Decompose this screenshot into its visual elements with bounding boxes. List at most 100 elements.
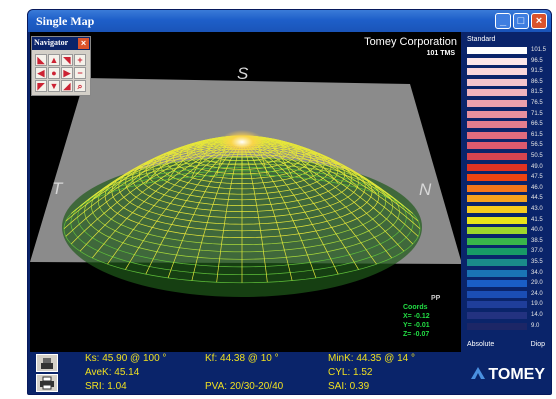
print-button[interactable] — [36, 374, 58, 392]
pan-down-icon[interactable]: ▼ — [48, 80, 60, 92]
scale-value: 66.5 — [531, 121, 543, 128]
corneal-mesh — [30, 78, 461, 297]
scale-value: 71.5 — [531, 110, 543, 117]
color-scale-panel: Standard 101.5 96.5 91.5 86.5 81.5 76.5 71.5 66… — [461, 32, 551, 352]
mink-value: MinK: 44.35 @ 14 ° — [328, 353, 415, 364]
scale-swatch — [467, 153, 527, 160]
brand-mark-icon — [471, 367, 486, 379]
scale-value: 37.0 — [531, 248, 543, 255]
navigator-header: Navigator × — [32, 37, 90, 50]
scale-value: 61.5 — [531, 131, 543, 138]
scale-swatch — [467, 206, 527, 213]
scale-swatch — [467, 78, 527, 86]
scale-swatch — [467, 47, 527, 54]
scale-swatch — [467, 163, 527, 171]
scale-swatch — [467, 131, 527, 139]
scale-value: 19.0 — [531, 301, 543, 308]
device-model: 101 TMS — [426, 50, 455, 57]
zoom-in-icon[interactable]: + — [74, 54, 86, 66]
scale-swatch — [467, 110, 527, 118]
scale-swatch — [467, 227, 527, 235]
scale-swatch — [467, 269, 527, 277]
scale-type-label[interactable]: Standard — [467, 36, 496, 43]
minimize-button[interactable]: _ — [495, 13, 511, 29]
sri-value: SRI: 1.04 — [85, 381, 127, 392]
scale-swatch — [467, 259, 527, 266]
indices-bar: Ks: 45.90 @ 100 ° Kf: 44.38 @ 10 ° MinK:… — [28, 352, 551, 394]
maximize-button[interactable]: □ — [513, 13, 529, 29]
scale-swatch — [467, 89, 527, 97]
scale-value: 76.5 — [531, 100, 543, 106]
scale-value: 91.5 — [531, 68, 543, 75]
scale-value: 9.0 — [531, 322, 540, 329]
avek-value: AveK: 45.14 — [85, 367, 140, 378]
rotate-right-icon[interactable]: ◥ — [61, 54, 73, 66]
kf-value: Kf: 44.38 @ 10 ° — [205, 353, 279, 364]
scale-swatch — [467, 322, 527, 330]
scale-swatch — [467, 216, 527, 224]
scale-value: 40.0 — [531, 227, 543, 234]
window-title: Single Map — [36, 14, 95, 28]
tilt-left-icon[interactable]: ◤ — [35, 80, 47, 92]
scale-swatch — [467, 237, 527, 245]
scale-swatch — [467, 301, 527, 309]
rotate-left-icon[interactable]: ◣ — [35, 54, 47, 66]
scale-value: 14.0 — [531, 312, 543, 318]
scale-swatch — [467, 184, 527, 192]
readout-z: Z= -0.07 — [403, 331, 430, 338]
scale-swatch — [467, 121, 527, 129]
navigator-panel: Navigator × ◣ ▲ ◥ + ◀ ● ▶ − ◤ ▼ ◢ ⌕ — [31, 36, 91, 96]
reset-view-icon[interactable]: ● — [48, 67, 60, 79]
zoom-out-icon[interactable]: − — [74, 67, 86, 79]
scale-value: 86.5 — [531, 78, 543, 85]
magnify-icon[interactable]: ⌕ — [74, 80, 86, 92]
scanner-icon — [41, 358, 53, 369]
scale-swatch — [467, 290, 527, 298]
pan-right-icon[interactable]: ▶ — [61, 67, 73, 79]
scale-value: 43.0 — [531, 206, 543, 212]
cyl-value: CYL: 1.52 — [328, 367, 373, 378]
scale-mode-label[interactable]: Absolute — [467, 341, 495, 348]
topography-map-view[interactable]: Navigator × ◣ ▲ ◥ + ◀ ● ▶ − ◤ ▼ ◢ ⌕ Tome… — [30, 32, 461, 352]
pva-value: PVA: 20/30-20/40 — [205, 381, 284, 392]
cursor-readout: PP Coords X= -0.12 Y= -0.01 Z= -0.07 — [403, 294, 440, 339]
scale-value: 35.5 — [531, 259, 543, 265]
navigator-close-icon[interactable]: × — [78, 38, 89, 49]
scale-swatch — [467, 100, 527, 107]
scale-value: 50.5 — [531, 153, 543, 159]
scale-swatch — [467, 57, 527, 65]
readout-pp: PP — [431, 295, 441, 302]
scale-value: 38.5 — [531, 237, 543, 244]
direction-temporal: T — [52, 179, 63, 198]
scale-value: 96.5 — [531, 57, 543, 64]
scanner-button[interactable] — [36, 354, 58, 372]
company-name: Tomey Corporation — [364, 36, 457, 48]
scale-swatch — [467, 174, 527, 182]
pan-up-icon[interactable]: ▲ — [48, 54, 60, 66]
readout-x: X= -0.12 — [403, 313, 430, 320]
brand-name: TOMEY — [488, 366, 545, 383]
scale-swatch — [467, 248, 527, 256]
app-window: Single Map _ □ × Navigator × ◣ ▲ ◥ + ◀ ●… — [27, 9, 552, 395]
scale-value: 56.5 — [531, 142, 543, 149]
pan-left-icon[interactable]: ◀ — [35, 67, 47, 79]
close-button[interactable]: × — [531, 13, 547, 29]
scale-display-label[interactable]: Diop — [530, 341, 545, 348]
tilt-right-icon[interactable]: ◢ — [61, 80, 73, 92]
scale-value: 81.5 — [531, 89, 543, 96]
scale-value: 101.5 — [531, 47, 547, 53]
scale-swatch — [467, 68, 527, 76]
ks-value: Ks: 45.90 @ 100 ° — [85, 353, 167, 364]
navigator-controls: ◣ ▲ ◥ + ◀ ● ▶ − ◤ ▼ ◢ ⌕ — [35, 54, 87, 94]
printer-icon — [40, 376, 54, 390]
scale-value: 41.5 — [531, 216, 543, 223]
scale-swatch — [467, 142, 527, 150]
scale-value: 47.5 — [531, 174, 543, 181]
scale-swatch — [467, 312, 527, 319]
scale-swatch — [467, 195, 527, 203]
scale-value: 34.0 — [531, 269, 543, 276]
brand-logo: TOMEY — [470, 366, 545, 384]
scale-swatch — [467, 280, 527, 288]
scale-value: 46.0 — [531, 184, 543, 191]
sai-value: SAI: 0.39 — [328, 381, 370, 392]
